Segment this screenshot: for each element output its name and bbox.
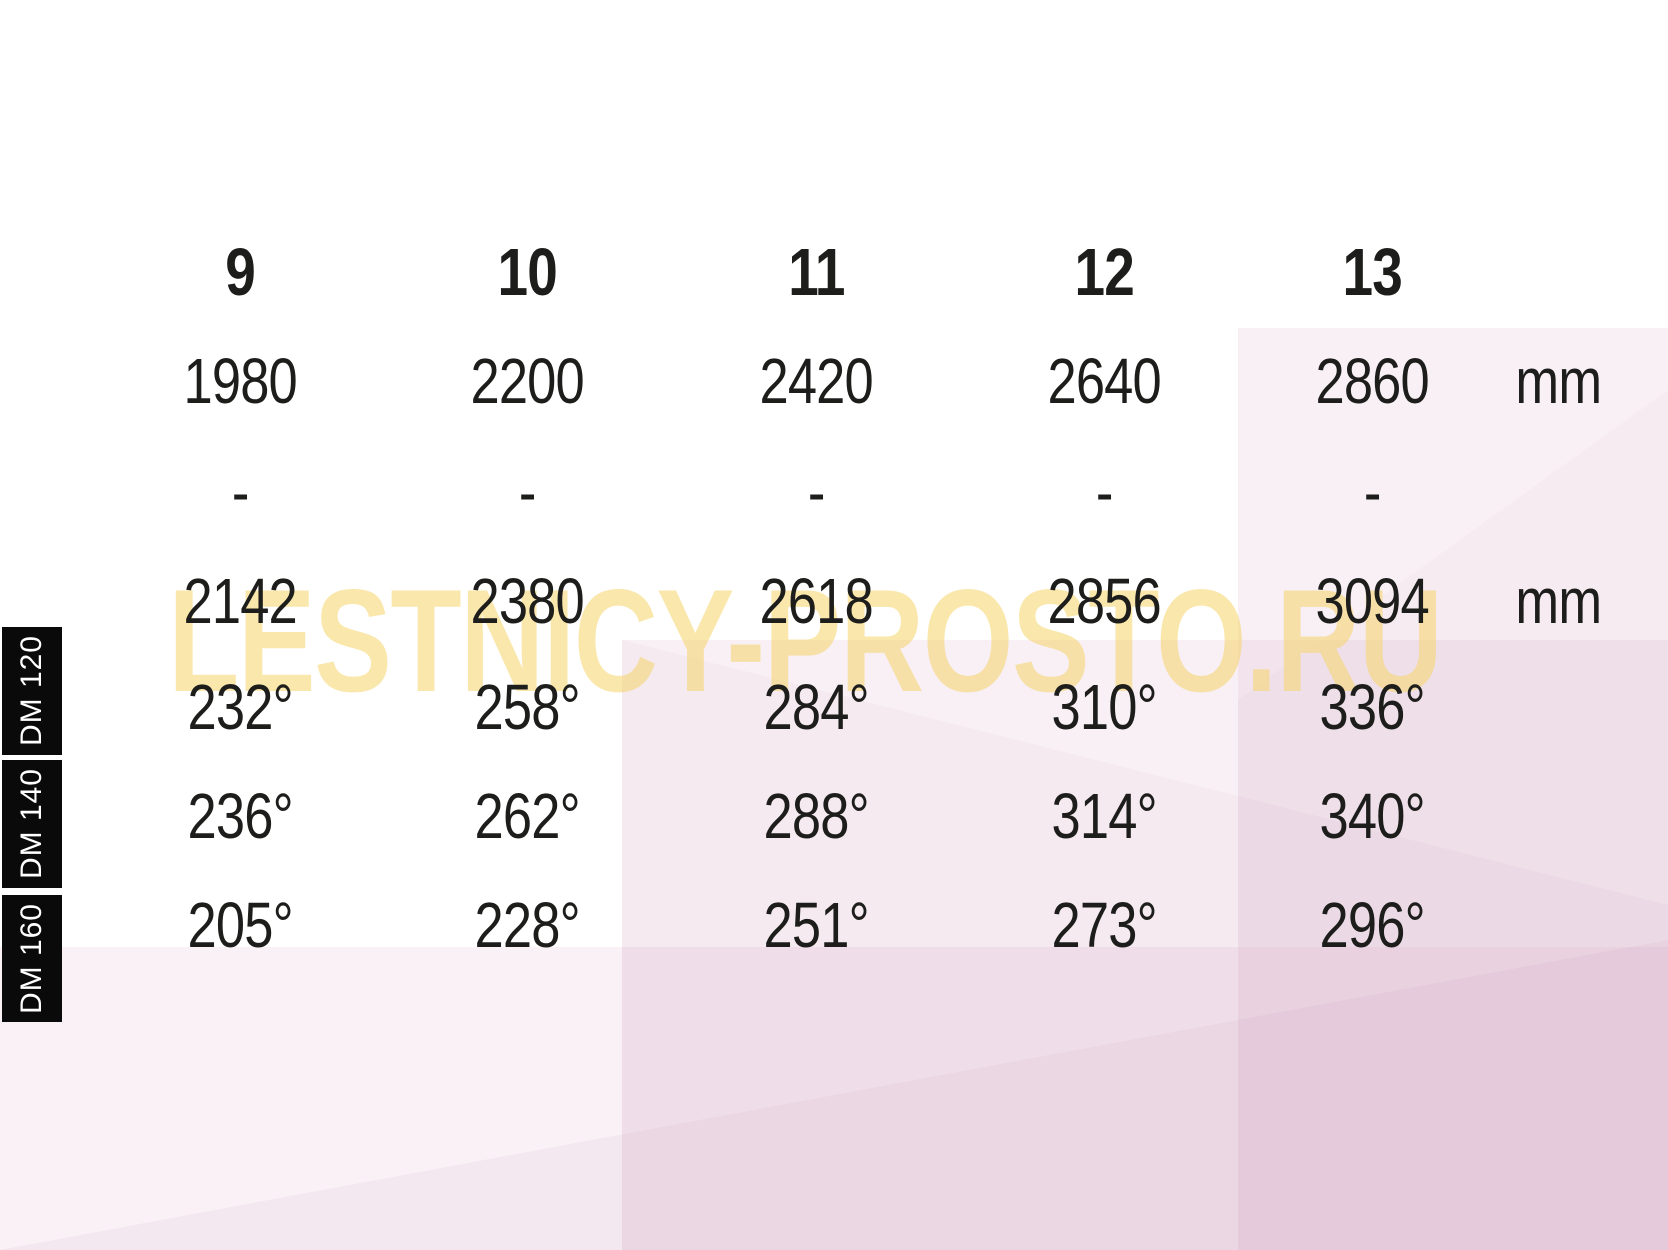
table-row: 1980 2200 2420 2640 2860 mm xyxy=(0,326,1668,436)
table-row: 236° 262° 288° 314° 340° xyxy=(0,761,1668,871)
column-header: 11 xyxy=(787,235,845,310)
table-cell: 258° xyxy=(474,671,580,743)
table-cell: 288° xyxy=(763,780,869,852)
table-cell: 2618 xyxy=(759,565,873,637)
table-cell: 2856 xyxy=(1047,565,1161,637)
table-cell: 262° xyxy=(474,780,580,852)
table-cell: 273° xyxy=(1051,889,1157,961)
table-cell: 236° xyxy=(187,780,293,852)
table-cell: 340° xyxy=(1319,780,1425,852)
column-header: 9 xyxy=(225,235,256,310)
side-label-text: DM 140 xyxy=(15,768,48,880)
table-cell: 3094 xyxy=(1315,565,1429,637)
table-cell: 2640 xyxy=(1047,345,1161,417)
table-cell: - xyxy=(1095,456,1113,528)
table-cell: 1980 xyxy=(183,345,297,417)
table-cell: - xyxy=(807,456,825,528)
table-cell: 232° xyxy=(187,671,293,743)
table-cell: 205° xyxy=(187,889,293,961)
table-row: 205° 228° 251° 273° 296° xyxy=(0,870,1668,980)
table-cell: - xyxy=(1363,456,1381,528)
table-cell: 284° xyxy=(763,671,869,743)
column-header: 12 xyxy=(1074,235,1134,310)
table-cell: - xyxy=(518,456,536,528)
table-row: 2142 2380 2618 2856 3094 mm xyxy=(0,546,1668,656)
side-label-dm-120: DM 120 xyxy=(2,627,62,755)
unit-label: mm xyxy=(1515,345,1602,417)
table-cell: 2860 xyxy=(1315,345,1429,417)
table-cell: 251° xyxy=(763,889,869,961)
table-row: - - - - - xyxy=(0,437,1668,547)
table-cell: 2380 xyxy=(470,565,584,637)
side-label-text: DM 160 xyxy=(15,902,48,1015)
table-cell: 2142 xyxy=(183,565,297,637)
side-label-dm-140: DM 140 xyxy=(2,760,62,888)
watermark: LESTNICY-PROSTO.RU xyxy=(168,559,1443,722)
table-row: 232° 258° 284° 310° 336° xyxy=(0,652,1668,762)
table-header-row: 9 10 11 12 13 xyxy=(0,218,1668,328)
table-cell: 296° xyxy=(1319,889,1425,961)
table-cell: 2200 xyxy=(470,345,584,417)
unit-label: mm xyxy=(1515,565,1602,637)
side-label-dm-160: DM 160 xyxy=(2,895,62,1022)
table-cell: 2420 xyxy=(759,345,873,417)
table-cell: 314° xyxy=(1051,780,1157,852)
table-cell: 310° xyxy=(1051,671,1157,743)
side-label-text: DM 120 xyxy=(15,635,48,747)
table-cell: - xyxy=(231,456,249,528)
table-cell: 336° xyxy=(1319,671,1425,743)
pink-panel-bottom xyxy=(0,947,1668,1250)
column-header: 13 xyxy=(1342,235,1402,310)
table-cell: 228° xyxy=(474,889,580,961)
column-header: 10 xyxy=(497,235,557,310)
